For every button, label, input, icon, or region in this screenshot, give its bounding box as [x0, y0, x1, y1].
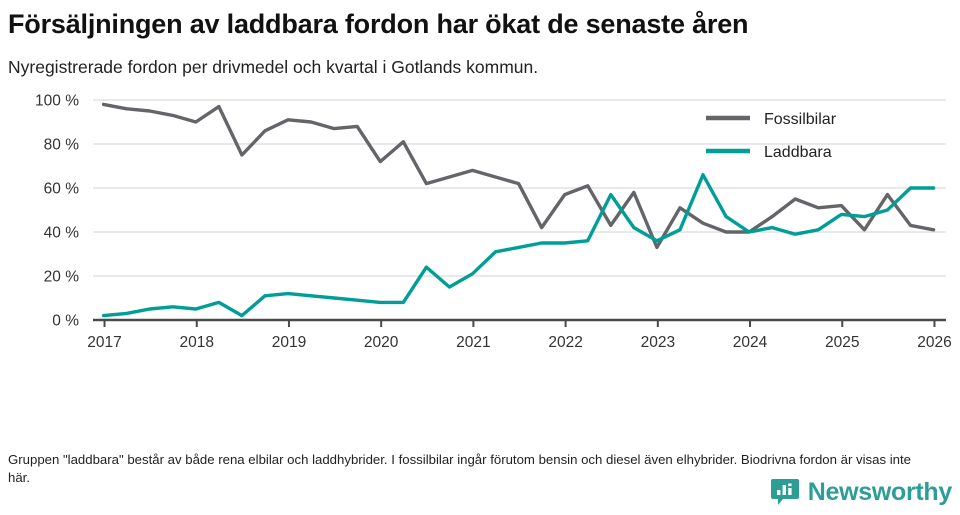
chart-plot-area: 0 % 20 % 40 % 60 % 80 % 100 % 2017 2018 2019 202… [8, 88, 952, 378]
brand-name: Newsworthy [807, 477, 953, 506]
x-axis-tick-labels: 2017 2018 2019 2020 2021 2022 2023 2024 2025 2026 [87, 334, 951, 351]
chart-footnote: Gruppen "laddbara" består av både rena e… [8, 452, 911, 485]
bar-chart-speech-bubble-icon [770, 479, 799, 505]
x-axis-tick-label: 2019 [272, 334, 306, 351]
chart-series-lines [101, 102, 936, 317]
y-axis-tick-label: 20 % [44, 268, 80, 285]
y-axis-tick-label: 100 % [35, 92, 79, 109]
chart-page: Försäljningen av laddbara fordon har öka… [0, 9, 960, 515]
x-axis-tick-label: 2017 [87, 334, 121, 351]
legend-label: Fossilbilar [764, 111, 837, 128]
chart-subtitle: Nyregistrerade fordon per drivmedel och … [8, 56, 539, 77]
y-axis-tick-label: 0 % [52, 312, 79, 329]
x-axis-tick-label: 2021 [456, 334, 490, 351]
page-title: Försäljningen av laddbara fordon har öka… [8, 9, 749, 39]
newsworthy-logo: Newsworthy [770, 477, 952, 507]
y-axis-tick-label: 40 % [44, 224, 80, 241]
x-axis-tick-label: 2018 [180, 334, 214, 351]
series-line-laddbara [101, 172, 936, 317]
y-axis-tick-label: 60 % [44, 180, 80, 197]
x-axis-tick-label: 2022 [548, 334, 582, 351]
y-axis-tick-label: 80 % [44, 136, 80, 153]
x-axis-tick-label: 2026 [917, 334, 951, 351]
x-axis-tick-label: 2023 [641, 334, 675, 351]
chart-legend: Fossilbilar Laddbara [706, 111, 837, 161]
x-axis-ticks [103, 319, 936, 327]
x-axis-tick-label: 2020 [364, 334, 399, 351]
x-axis-tick-label: 2024 [733, 334, 768, 351]
x-axis-tick-label: 2025 [825, 334, 859, 351]
line-chart: 0 % 20 % 40 % 60 % 80 % 100 % 2017 2018 2019 202… [35, 92, 952, 351]
y-axis-tick-labels: 0 % 20 % 40 % 60 % 80 % 100 % [35, 92, 79, 329]
legend-label: Laddbara [764, 144, 832, 161]
series-line-fossilbilar [101, 102, 936, 249]
